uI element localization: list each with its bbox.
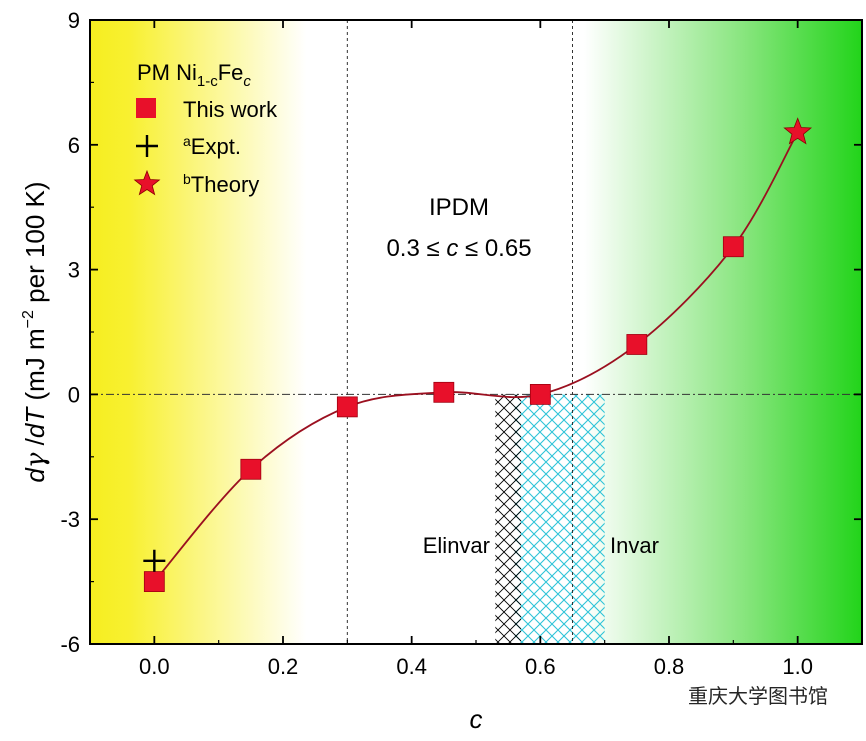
x-tick-label: 1.0 (782, 654, 813, 679)
watermark-logo-icon (654, 681, 680, 707)
x-tick-label: 0.6 (525, 654, 556, 679)
y-tick-label: 9 (68, 8, 80, 33)
region-label-invar: Invar (610, 533, 659, 558)
legend-star-marker (133, 169, 161, 196)
watermark-text: 重庆大学图书馆 (688, 685, 828, 708)
y-tick-label: 6 (68, 133, 80, 158)
data-point-square (143, 571, 165, 592)
x-axis-title: c (470, 704, 483, 734)
y-axis: -6 -3 0 3 6 9 (60, 8, 862, 657)
legend: PM Ni1-cFec This work aExpt. bTheory (133, 60, 278, 197)
data-point-square (240, 458, 262, 480)
x-tick-label: 0.8 (654, 654, 685, 679)
plot-background (90, 20, 862, 644)
y-tick-label: -3 (60, 507, 80, 532)
data-point-square (529, 383, 551, 405)
data-markers (143, 117, 813, 592)
legend-label-theory: bTheory (183, 171, 259, 197)
legend-plus-marker (136, 135, 158, 157)
region-elinvar (495, 394, 522, 644)
annotation-range: 0.3 ≤ c ≤ 0.65 (386, 235, 531, 262)
x-tick-label: 0.4 (396, 654, 427, 679)
y-tick-label: 0 (68, 382, 80, 407)
data-point-star (783, 117, 813, 145)
data-point-plus (143, 549, 166, 572)
legend-label-this-work: This work (183, 97, 278, 122)
x-axis: 0.0 0.2 0.4 0.6 0.8 1.0 (89, 20, 863, 679)
data-point-square (626, 334, 648, 355)
x-tick-label: 0.2 (268, 654, 299, 679)
legend-label-expt: aExpt. (183, 133, 241, 159)
y-tick-label: 3 (68, 258, 80, 283)
region-label-elinvar: Elinvar (423, 533, 490, 558)
annotation-ipdm: IPDM (429, 194, 489, 221)
y-tick-label: -6 (60, 632, 80, 657)
y-axis-title: dγ /dT (mJ m−2 per 100 K) (20, 181, 51, 482)
region-invar (514, 394, 605, 644)
data-point-square (336, 396, 358, 418)
legend-title: PM Ni1-cFec (137, 60, 251, 90)
data-point-square (722, 236, 744, 258)
regions (495, 394, 605, 644)
watermark: 重庆大学图书馆 (654, 681, 828, 708)
x-tick-label: 0.0 (139, 654, 170, 679)
data-point-square (433, 381, 455, 403)
legend-square-marker (136, 98, 156, 118)
